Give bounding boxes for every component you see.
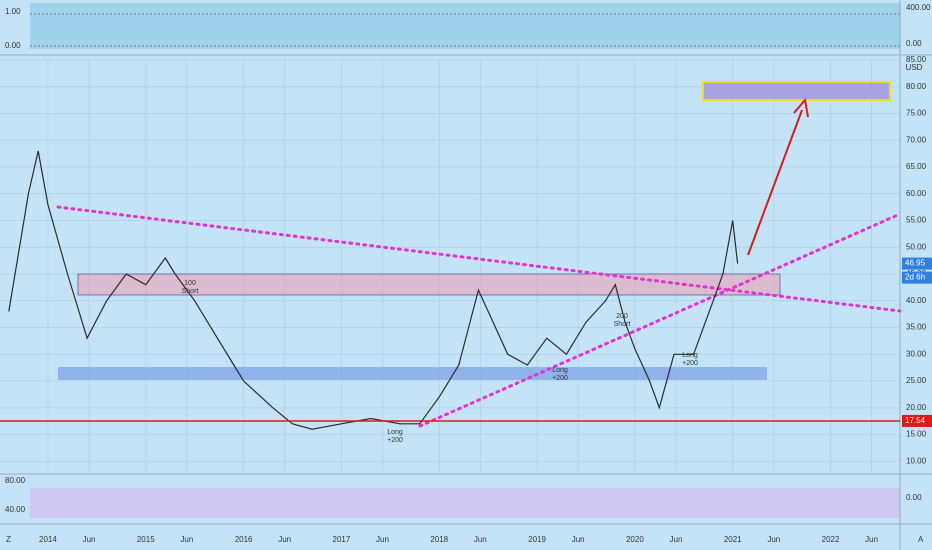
x-tick-label: 2021 (724, 535, 742, 544)
annotation: Long +200 (387, 429, 403, 444)
x-tick-label: Jun (670, 535, 683, 544)
x-tick-label: 2014 (39, 535, 57, 544)
price-line-badge (902, 414, 932, 427)
x-tick-label: 2020 (626, 535, 644, 544)
y-tick-label: 60.00 (906, 189, 927, 198)
x-tick-label: Jun (180, 535, 193, 544)
y-tick-label: 15.00 (906, 430, 927, 439)
annotation: 100 Short (182, 280, 199, 295)
annotation: Long +200 (552, 367, 568, 382)
corner-left: Z (6, 535, 11, 544)
y-tick-label: 30.00 (906, 349, 927, 358)
x-tick-label: 2016 (235, 535, 253, 544)
y-tick-label: 80.00 (906, 82, 927, 91)
y-tick-label: 35.00 (906, 323, 927, 332)
price-line-label: 17.54 (905, 416, 926, 425)
x-tick-label: Jun (83, 535, 96, 544)
price-badge-label: 46.95 (905, 259, 926, 268)
x-tick-label: Jun (865, 535, 878, 544)
y-tick-label: 50.00 (906, 242, 927, 251)
top-left-tick: 0.00 (5, 41, 21, 50)
top-right-tick: 400.00 (906, 3, 931, 12)
top-left-tick: 1.00 (5, 7, 21, 16)
y-tick-label: 85.00 (906, 55, 927, 64)
x-tick-label: 2018 (430, 535, 448, 544)
y-tick-label: 55.00 (906, 216, 927, 225)
bottom-right-tick: 0.00 (906, 493, 922, 502)
x-tick-label: Jun (474, 535, 487, 544)
y-tick-label: 40.00 (906, 296, 927, 305)
corner-right: A (918, 535, 924, 544)
x-tick-label: Jun (572, 535, 585, 544)
x-tick-label: Jun (767, 535, 780, 544)
y-tick-label: 70.00 (906, 135, 927, 144)
support-zone (58, 367, 767, 380)
x-tick-label: Jun (376, 535, 389, 544)
target-arrow (747, 109, 803, 256)
price-line (8, 150, 739, 430)
resistance-zone (77, 273, 781, 296)
top-right-tick: 0.00 (906, 39, 922, 48)
x-tick-label: Jun (278, 535, 291, 544)
trendline-up (418, 212, 902, 428)
bottom-left-tick: 40.00 (5, 505, 26, 514)
y-tick-label: 10.00 (906, 456, 927, 465)
bottom-pane (30, 488, 900, 518)
y-tick-label: 20.00 (906, 403, 927, 412)
x-tick-label: 2019 (528, 535, 546, 544)
top-pane (30, 3, 900, 49)
x-tick-label: 2015 (137, 535, 155, 544)
y-tick-label: 25.00 (906, 376, 927, 385)
x-tick-label: 2022 (822, 535, 840, 544)
unit-label: USD (906, 63, 923, 72)
trendline-down (56, 205, 902, 313)
x-tick-label: 2017 (333, 535, 351, 544)
target-box (702, 81, 891, 101)
bottom-left-tick: 80.00 (5, 476, 26, 485)
annotation: 200 Short (614, 313, 631, 328)
countdown-label: 2d 6h (905, 273, 925, 282)
y-tick-label: 75.00 (906, 109, 927, 118)
annotation: Long +200 (682, 352, 698, 367)
arrow-head (793, 97, 809, 118)
price-badge (902, 257, 932, 270)
y-tick-label: 65.00 (906, 162, 927, 171)
countdown-badge (902, 271, 932, 284)
